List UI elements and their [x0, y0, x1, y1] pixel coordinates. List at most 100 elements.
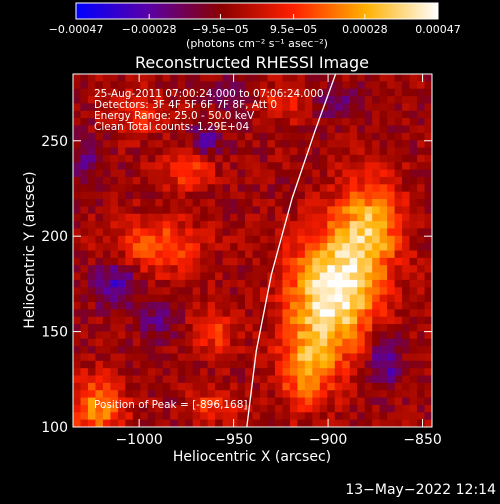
heatmap-cell: [282, 154, 291, 163]
heatmap-cell: [424, 118, 432, 127]
heatmap-cell: [252, 368, 261, 377]
heatmap-cell: [125, 162, 134, 171]
heatmap-cell: [409, 265, 418, 274]
heatmap-cell: [424, 169, 432, 178]
heatmap-cell: [155, 191, 164, 200]
heatmap-cell: [334, 353, 343, 362]
heatmap-cell: [304, 243, 313, 252]
heatmap-cell: [87, 412, 97, 421]
heatmap-cell: [282, 250, 291, 259]
heatmap-cell: [259, 382, 269, 391]
heatmap-cell: [357, 390, 366, 399]
heatmap-cell: [132, 294, 141, 303]
heatmap-cell: [95, 338, 104, 347]
heatmap-cell: [95, 132, 104, 141]
heatmap-cell: [379, 140, 388, 149]
heatmap-cell: [312, 412, 321, 421]
heatmap-cell: [147, 338, 156, 347]
heatmap-cell: [259, 360, 269, 369]
heatmap-cell: [342, 390, 351, 399]
heatmap-cell: [259, 375, 269, 384]
heatmap-cell: [155, 162, 164, 171]
heatmap-cell: [207, 228, 216, 237]
heatmap-cell: [215, 103, 224, 112]
annotation-time: 25-Aug-2011 07:00:24.000 to 07:06:24.000: [94, 88, 324, 100]
heatmap-cell: [424, 257, 432, 266]
heatmap-cell: [140, 228, 149, 237]
heatmap-cell: [349, 301, 358, 310]
heatmap-cell: [357, 397, 366, 406]
heatmap-cell: [319, 191, 328, 200]
heatmap-cell: [387, 353, 396, 362]
heatmap-cell: [132, 360, 141, 369]
heatmap-cell: [312, 213, 321, 222]
heatmap-cell: [132, 257, 141, 266]
heatmap-cell: [372, 140, 381, 149]
heatmap-cell: [215, 140, 224, 149]
heatmap-cell: [132, 382, 141, 391]
heatmap-cell: [274, 213, 284, 222]
heatmap-cell: [207, 176, 216, 185]
heatmap-cell: [73, 162, 82, 171]
heatmap-cell: [349, 279, 358, 288]
heatmap-cell: [372, 397, 381, 406]
heatmap-cell: [252, 169, 261, 178]
heatmap-cell: [297, 81, 306, 90]
heatmap-cell: [102, 235, 111, 244]
heatmap-cell: [342, 324, 351, 332]
heatmap-cell: [349, 368, 358, 377]
heatmap-cell: [372, 360, 381, 369]
heatmap-cell: [185, 96, 194, 105]
heatmap-cell: [237, 287, 246, 296]
heatmap-cell: [349, 213, 358, 222]
heatmap-cell: [245, 309, 254, 318]
heatmap-cell: [132, 228, 141, 237]
heatmap-cell: [245, 118, 254, 127]
heatmap-cell: [110, 235, 119, 244]
heatmap-cell: [372, 257, 381, 266]
heatmap-cell: [417, 199, 426, 207]
heatmap-cell: [394, 103, 403, 112]
heatmap-cell: [357, 206, 366, 215]
heatmap-cell: [319, 184, 328, 193]
heatmap-cell: [252, 287, 261, 296]
heatmap-cell: [162, 257, 171, 266]
heatmap-cell: [73, 125, 82, 134]
heatmap-cell: [177, 88, 186, 97]
heatmap-cell: [357, 199, 366, 207]
heatmap-cell: [147, 199, 156, 207]
heatmap-cell: [372, 250, 381, 259]
heatmap-cell: [304, 324, 313, 332]
heatmap-cell: [259, 265, 269, 274]
heatmap-cell: [87, 404, 97, 413]
x-tick-label: −850: [403, 432, 441, 448]
heatmap-cell: [387, 74, 396, 82]
heatmap-cell: [125, 213, 134, 222]
heatmap-cell: [402, 338, 411, 347]
heatmap-cell: [282, 265, 291, 274]
heatmap-cell: [402, 103, 411, 112]
heatmap-cell: [192, 199, 201, 207]
heatmap-cell: [140, 309, 149, 318]
heatmap-cell: [417, 176, 426, 185]
heatmap-cell: [289, 213, 298, 222]
heatmap-cell: [394, 382, 403, 391]
heatmap-cell: [177, 250, 186, 259]
heatmap-cell: [132, 397, 141, 406]
heatmap-cell: [170, 382, 179, 391]
heatmap-cell: [334, 199, 343, 207]
heatmap-cell: [185, 125, 194, 134]
heatmap-cell: [80, 125, 89, 134]
heatmap-cell: [319, 257, 328, 266]
heatmap-cell: [319, 338, 328, 347]
heatmap-cell: [170, 176, 179, 185]
heatmap-cell: [215, 375, 224, 384]
heatmap-cell: [357, 346, 366, 355]
heatmap-cell: [237, 397, 246, 406]
heatmap-cell: [282, 360, 291, 369]
heatmap-cell: [140, 199, 149, 207]
heatmap-cell: [417, 412, 426, 421]
heatmap-cell: [110, 132, 119, 141]
heatmap-cell: [80, 346, 89, 355]
heatmap-cell: [215, 110, 224, 119]
